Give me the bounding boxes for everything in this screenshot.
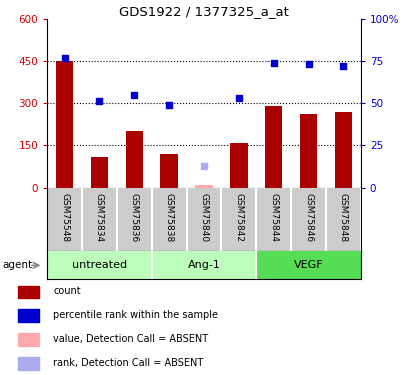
Bar	[151, 251, 256, 279]
Bar	[160, 154, 178, 188]
Bar	[195, 185, 212, 188]
Text: agent: agent	[2, 260, 32, 270]
Point	[305, 61, 311, 68]
Bar	[18, 309, 39, 322]
Bar	[56, 61, 73, 188]
Bar	[256, 251, 360, 279]
Text: Ang-1: Ang-1	[187, 260, 220, 270]
Text: GSM75844: GSM75844	[269, 193, 277, 242]
Text: rank, Detection Call = ABSENT: rank, Detection Call = ABSENT	[53, 358, 203, 368]
Point	[270, 60, 276, 66]
Bar	[18, 357, 39, 370]
Bar	[334, 112, 351, 188]
Bar	[264, 106, 282, 188]
Text: value, Detection Call = ABSENT: value, Detection Call = ABSENT	[53, 334, 208, 344]
Text: VEGF: VEGF	[293, 260, 323, 270]
Bar	[90, 157, 108, 188]
Bar	[47, 251, 151, 279]
Bar	[18, 333, 39, 346]
Text: untreated: untreated	[72, 260, 127, 270]
Text: GSM75548: GSM75548	[60, 193, 69, 242]
Bar	[18, 286, 39, 298]
Text: GSM75848: GSM75848	[338, 193, 347, 242]
Point	[235, 95, 242, 101]
Text: GSM75838: GSM75838	[164, 193, 173, 242]
Bar	[299, 114, 317, 188]
Title: GDS1922 / 1377325_a_at: GDS1922 / 1377325_a_at	[119, 4, 288, 18]
Point	[166, 102, 172, 108]
Text: GSM75840: GSM75840	[199, 193, 208, 242]
Text: count: count	[53, 286, 81, 296]
Text: GSM75846: GSM75846	[303, 193, 312, 242]
Point	[200, 163, 207, 169]
Point	[96, 99, 103, 105]
Bar	[229, 142, 247, 188]
Bar	[125, 131, 143, 188]
Point	[339, 63, 346, 69]
Text: GSM75842: GSM75842	[234, 193, 243, 242]
Text: GSM75834: GSM75834	[95, 193, 103, 242]
Point	[131, 92, 137, 98]
Text: GSM75836: GSM75836	[130, 193, 138, 242]
Text: percentile rank within the sample: percentile rank within the sample	[53, 310, 218, 320]
Point	[61, 55, 68, 61]
